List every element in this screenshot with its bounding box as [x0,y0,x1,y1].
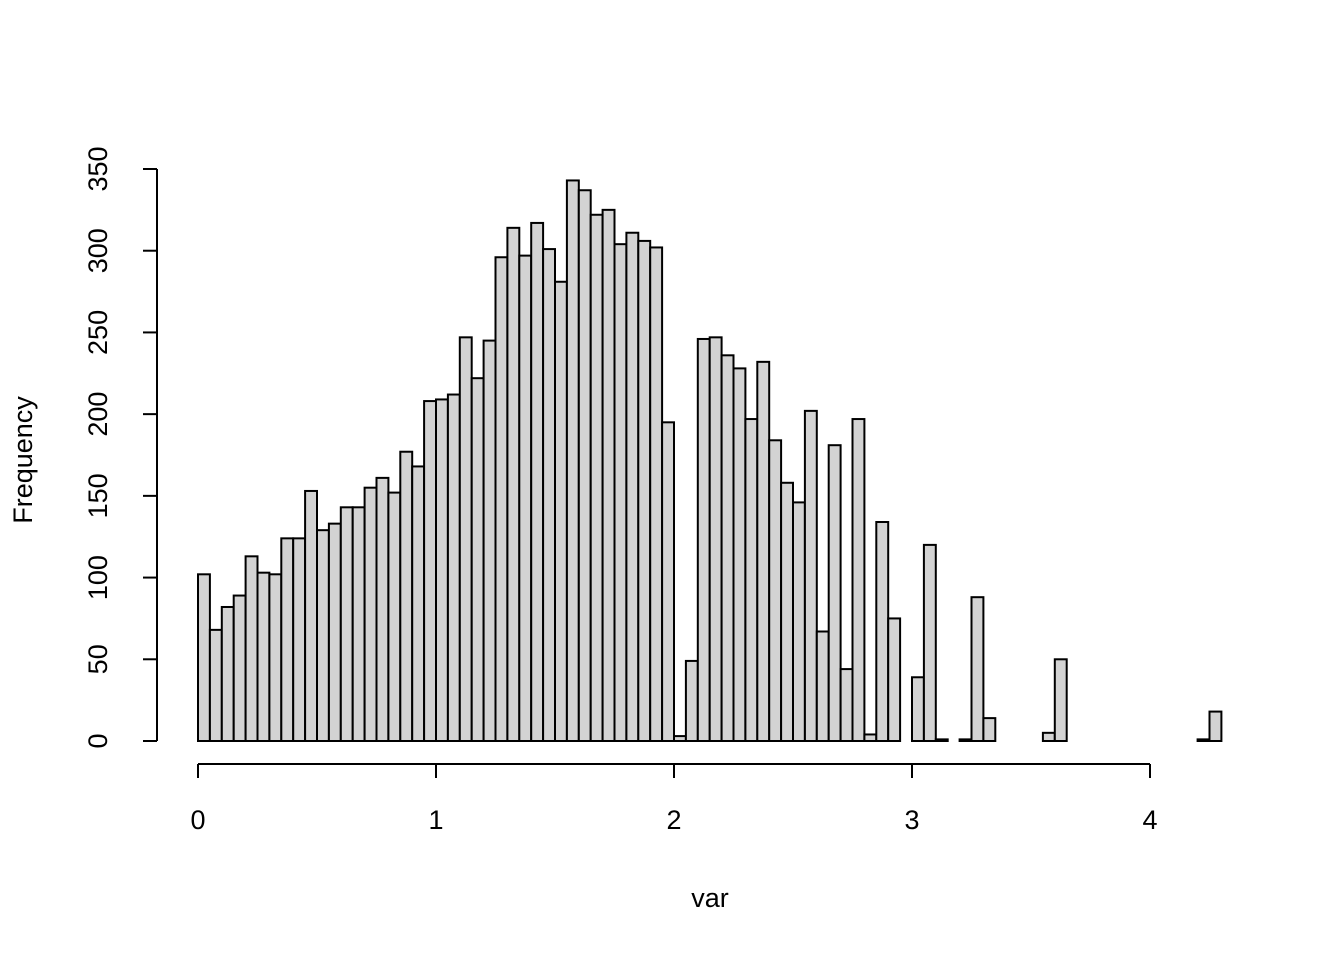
y-axis-label: Frequency [8,396,38,524]
bar [982,717,997,742]
bar [1053,658,1068,742]
bar [542,248,556,743]
bar [732,367,747,742]
bar [482,339,497,742]
bar [803,409,818,742]
bar [411,465,426,742]
bar [792,501,806,742]
bar [827,444,842,742]
bar [887,617,902,743]
bar [1208,710,1223,743]
y-tick-label: 250 [83,310,113,355]
bar [268,573,283,742]
bar [220,605,235,743]
y-tick-label: 350 [83,146,113,191]
y-tick-label: 0 [83,733,113,748]
bar [327,522,342,743]
bar [387,491,402,742]
y-tick-label: 100 [83,555,113,600]
bar [684,659,699,742]
bar [363,486,378,742]
y-tick-label: 200 [83,392,113,437]
bar [673,735,687,743]
y-tick-label: 50 [83,644,113,674]
bar [744,418,759,742]
bar [244,555,259,743]
bar [423,400,438,742]
bar [399,450,414,742]
bar [815,630,830,743]
bar [494,256,509,742]
bar [470,377,485,742]
bar [339,506,354,742]
bar [661,421,675,742]
bar [958,738,973,743]
x-tick-label: 3 [904,805,919,835]
bar [756,360,771,742]
bar [613,243,628,742]
bar [934,738,949,743]
x-axis-label: var [691,883,729,913]
x-tick-label: 0 [190,805,205,835]
bar [304,489,319,742]
bar [839,668,854,742]
bar [351,506,366,742]
bar [530,221,545,742]
bar [1196,738,1211,743]
bar [577,189,592,742]
bar [696,337,711,742]
bar [316,529,330,742]
bar [780,481,794,742]
bar [589,213,604,742]
bar [292,537,307,742]
bar [280,537,295,742]
bar [649,246,664,742]
y-tick-label: 150 [83,473,113,518]
bar [435,398,449,742]
y-tick-label: 300 [83,228,113,273]
bar [875,521,890,743]
bar [637,239,652,742]
bar [458,336,473,742]
bar [446,393,461,742]
bar [197,573,211,742]
bar [256,571,271,742]
bar [922,543,937,743]
bar [208,628,223,743]
bar [863,733,878,742]
bar [518,254,533,742]
bar [970,596,985,742]
bar [720,354,735,742]
bar [506,226,521,742]
x-tick-label: 4 [1142,805,1157,835]
bar [708,336,723,742]
x-tick-label: 2 [666,805,681,835]
bar [625,231,640,742]
bar [851,418,866,742]
bar [375,476,390,742]
bar [768,439,783,742]
bar [601,208,616,743]
bar [911,676,925,743]
bar [565,179,580,742]
bar [1041,731,1056,742]
bar [232,594,247,743]
bar [554,280,568,742]
x-tick-label: 1 [428,805,443,835]
